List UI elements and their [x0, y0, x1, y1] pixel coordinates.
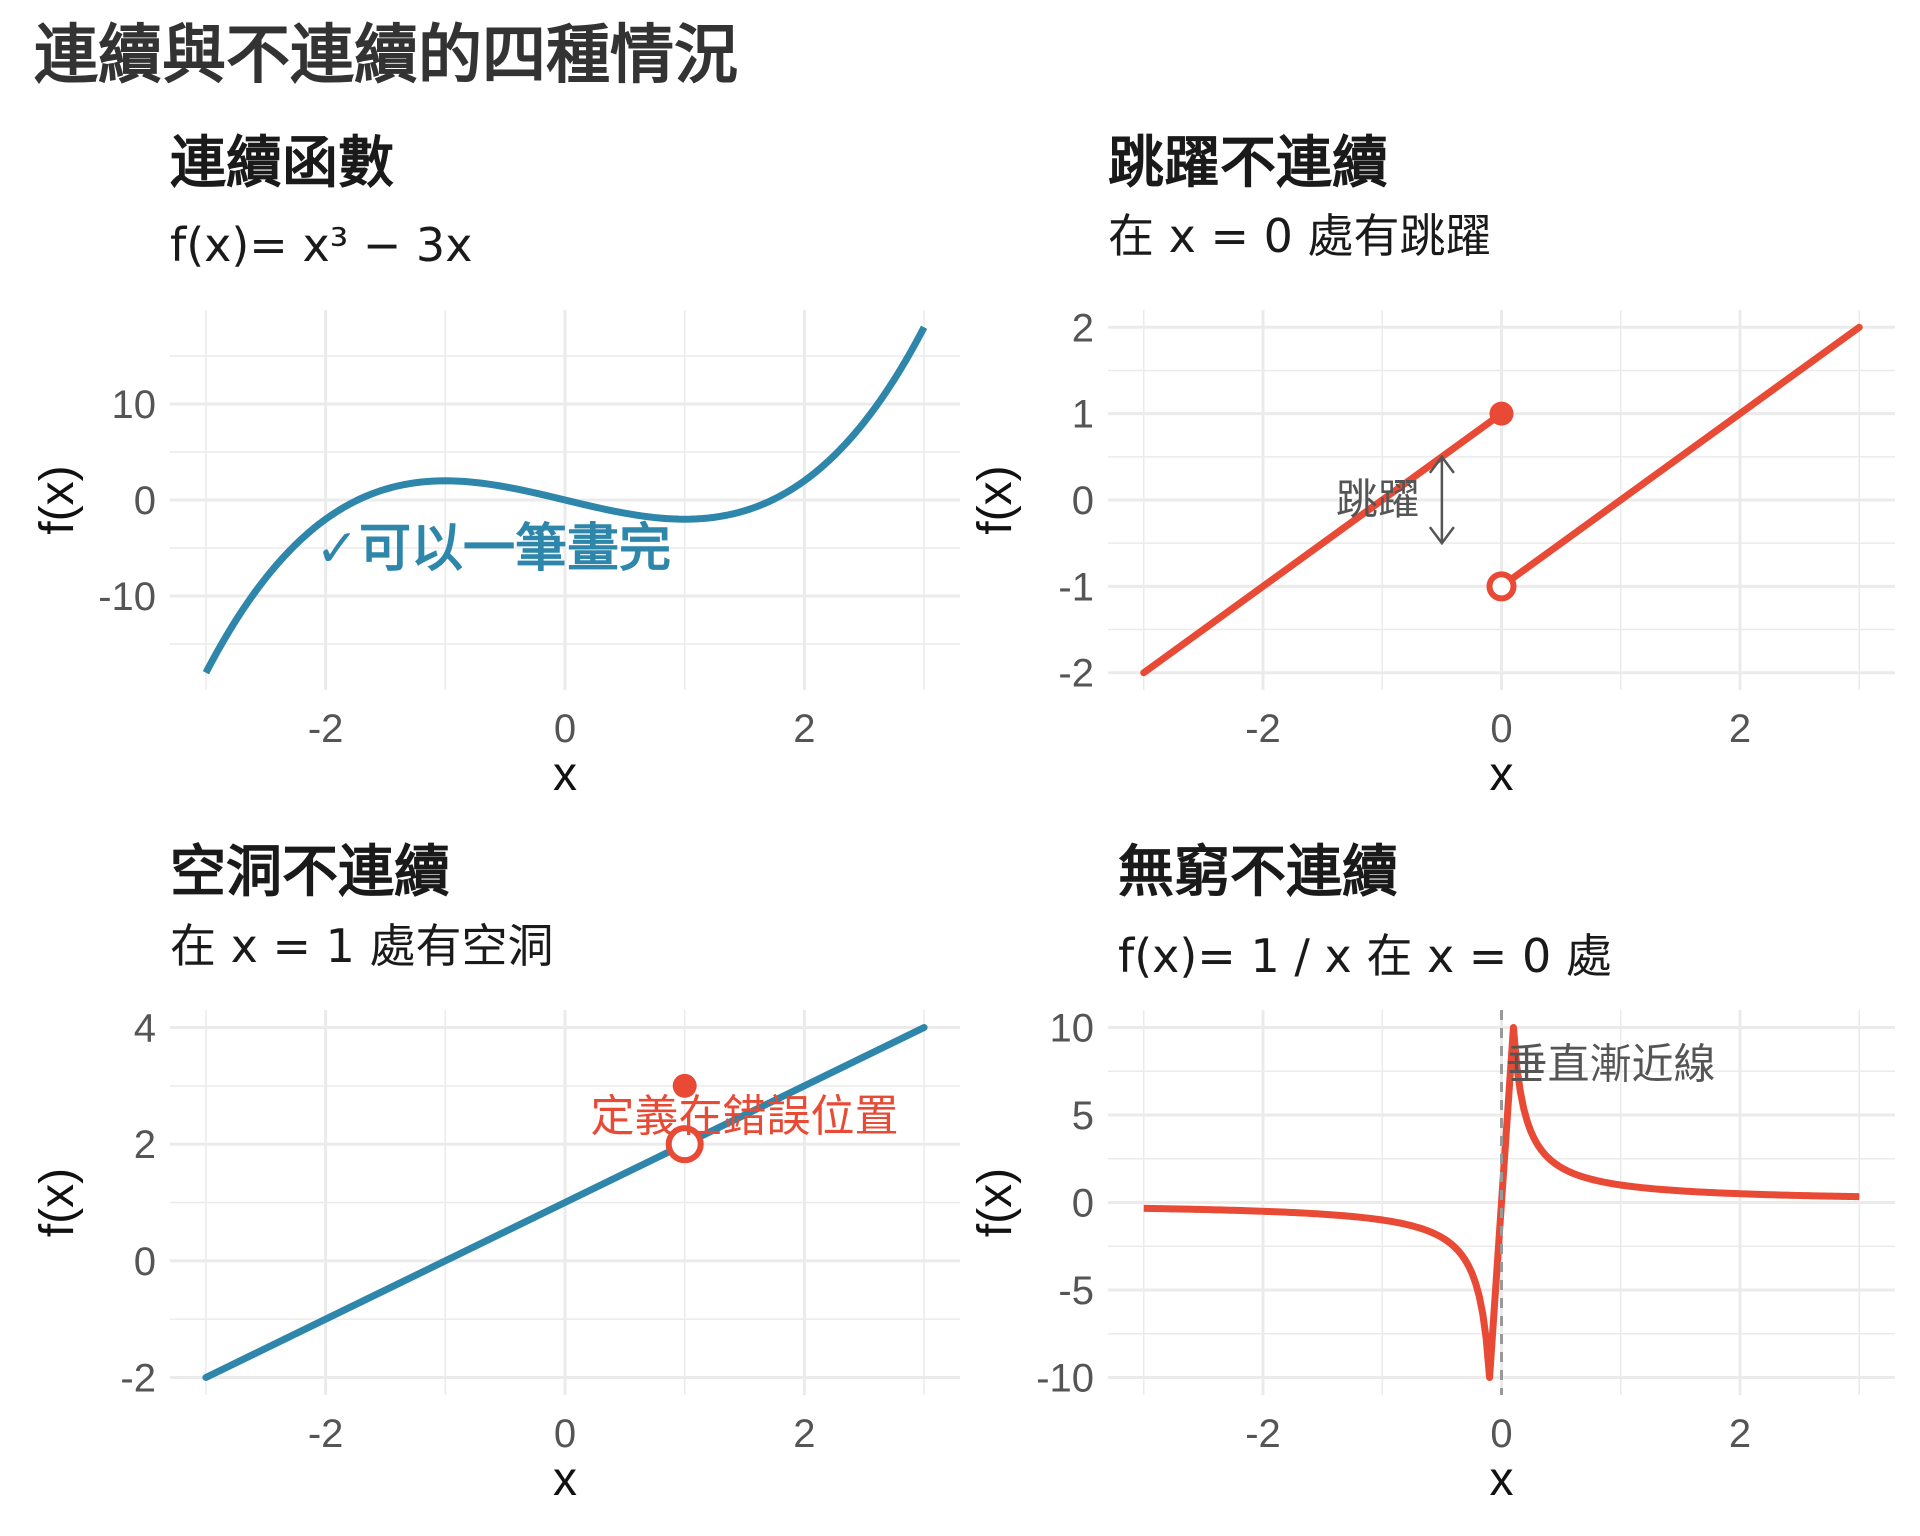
- panel-2-subtitle: 在 x = 0 處有跳躍: [1108, 209, 1492, 263]
- y-tick-label: 10: [112, 383, 157, 427]
- x-tick-label: 2: [1729, 707, 1751, 751]
- curve-series: [1143, 1024, 1860, 1381]
- arrow-head-up: [1428, 454, 1455, 474]
- y-tick-label: -1: [1058, 565, 1094, 609]
- annotation-label: 定義在錯誤位置: [591, 1092, 899, 1141]
- x-tick-label: 0: [554, 707, 576, 751]
- panel-4-title: 無窮不連續: [1118, 840, 1398, 905]
- panel-3-title: 空洞不連續: [170, 840, 450, 905]
- y-tick-label: 0: [1072, 1182, 1094, 1226]
- x-axis-label: x: [553, 748, 577, 801]
- panel-2-plot: -2 0 2 -2 -1 0 1 2 x f(x) 跳躍: [969, 306, 1895, 801]
- line-series: [202, 1024, 928, 1381]
- x-tick-label: 2: [793, 707, 815, 751]
- y-tick-label: 5: [1072, 1094, 1094, 1138]
- y-tick-label: 0: [134, 1240, 156, 1284]
- y-tick-label: 1: [1072, 393, 1094, 437]
- annotation-label: 跳躍: [1336, 476, 1420, 523]
- x-axis-label: x: [1490, 1453, 1514, 1506]
- x-tick-label: -2: [1245, 707, 1281, 751]
- y-tick-label: 2: [134, 1123, 156, 1167]
- y-tick-label: -2: [120, 1357, 156, 1401]
- x-tick-label: -2: [308, 707, 344, 751]
- panel-4-plot: -2 0 2 -10 -5 0 5 10 x f(x) 垂直漸近線: [969, 1007, 1895, 1506]
- x-tick-label: 0: [1490, 707, 1512, 751]
- x-axis-label: x: [553, 1453, 577, 1506]
- y-tick-label: -10: [1036, 1357, 1094, 1401]
- panel-4-subtitle: f(x)= 1 / x 在 x = 0 處: [1118, 929, 1612, 983]
- y-tick-label: -2: [1058, 652, 1094, 696]
- y-tick-label: 2: [1072, 306, 1094, 350]
- panel-3-plot: -2 0 2 -2 0 2 4 x f(x) 定義在錯誤位置: [31, 1007, 960, 1506]
- curve-series: [202, 325, 928, 675]
- x-tick-label: 2: [793, 1412, 815, 1456]
- y-tick-label: 4: [134, 1007, 156, 1051]
- y-tick-label: 0: [1072, 479, 1094, 523]
- panel-1-plot: -2 0 2 -10 0 10 x f(x) ✓可以一筆畫完: [31, 310, 960, 801]
- y-tick-label: -5: [1058, 1269, 1094, 1313]
- y-axis-label: f(x): [31, 465, 84, 534]
- x-tick-label: 2: [1729, 1412, 1751, 1456]
- x-tick-label: 0: [1490, 1412, 1512, 1456]
- x-axis-label: x: [1490, 748, 1514, 801]
- x-tick-label: -2: [1245, 1412, 1281, 1456]
- filled-point: [672, 1073, 697, 1098]
- y-axis-label: f(x): [31, 1168, 84, 1237]
- annotation-label: ✓可以一筆畫完: [315, 520, 671, 578]
- panel-1-title: 連續函數: [170, 131, 394, 196]
- line-segment: [1498, 323, 1863, 590]
- panel-1-subtitle: f(x)= x³ − 3x: [170, 218, 473, 272]
- figure-title: 連續與不連續的四種情況: [34, 19, 738, 93]
- y-tick-label: 0: [134, 479, 156, 523]
- open-point: [1486, 571, 1517, 602]
- filled-point: [1489, 401, 1514, 426]
- x-tick-label: 0: [554, 1412, 576, 1456]
- open-point: [665, 1125, 704, 1164]
- y-axis-label: f(x): [969, 465, 1022, 534]
- x-tick-label: -2: [308, 1412, 344, 1456]
- panel-3-subtitle: 在 x = 1 處有空洞: [170, 919, 554, 973]
- y-axis-label: f(x): [969, 1168, 1022, 1237]
- panel-2-title: 跳躍不連續: [1108, 131, 1388, 196]
- y-tick-label: 10: [1050, 1007, 1095, 1051]
- y-tick-label: -10: [98, 575, 156, 619]
- arrow-head-down: [1428, 526, 1455, 546]
- annotation-label: 垂直漸近線: [1506, 1041, 1716, 1088]
